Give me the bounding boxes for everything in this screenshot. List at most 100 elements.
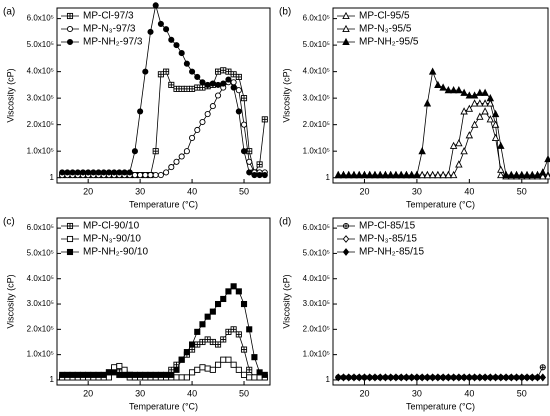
x-tick-label: 20 [83,388,93,398]
marker [121,169,128,176]
y-tick-label: 5.0x10⁵ [303,40,330,49]
marker [220,295,227,303]
marker [111,369,118,376]
marker-shape [137,371,144,378]
marker [66,12,74,20]
marker-shape [183,60,190,67]
marker-shape [261,171,268,179]
y-tick-label: 5.0x10⁵ [303,249,330,258]
legend-label: MP-Cl-95/5 [359,11,410,22]
marker-shape [240,300,248,308]
marker-shape [59,169,66,176]
marker [455,86,463,94]
y-tick-label: 6.0x10⁵ [303,14,330,23]
marker [214,68,222,75]
marker [95,371,102,378]
marker [168,366,175,373]
marker-shape [59,371,66,378]
marker-shape [428,170,437,179]
marker-shape [220,295,227,303]
marker-shape [121,371,128,378]
marker [342,222,350,230]
marker-shape [476,88,484,96]
marker [342,11,350,20]
marker [544,154,550,163]
marker [335,373,342,382]
marker [85,169,92,176]
marker [523,170,531,179]
marker [90,371,97,378]
marker-shape [476,112,484,120]
marker-shape [492,373,499,382]
plot-frame [56,7,271,184]
marker [194,126,201,134]
marker-shape [470,120,479,128]
marker [111,364,118,371]
marker [449,170,458,179]
marker-shape [392,373,400,382]
marker-shape [455,139,463,147]
marker [256,369,263,376]
x-tick-label: 20 [83,186,93,196]
marker-shape [376,170,384,179]
marker [142,171,149,179]
marker-shape [199,364,206,371]
marker-shape [418,170,426,179]
marker [105,169,113,176]
marker [513,373,520,382]
marker [66,235,74,243]
legend-label: MP-NH₂-85/15 [359,247,424,258]
marker-shape [251,171,258,179]
marker-shape [481,373,489,382]
marker-shape [361,373,368,382]
marker-shape [387,373,394,382]
marker-shape [439,170,447,179]
marker [74,169,81,176]
marker [173,85,180,92]
marker-shape [90,371,97,378]
marker [235,366,242,373]
marker [209,80,216,87]
x-tick-label: 50 [239,186,249,196]
marker [246,169,253,176]
marker [476,99,484,107]
marker [131,371,138,378]
legend-label: MP-N₃-95/5 [359,24,412,35]
marker [455,373,463,382]
marker [194,366,201,373]
marker [178,356,185,363]
marker-shape [386,170,395,179]
marker-shape [434,170,442,179]
marker [194,84,201,91]
y-tick-label: 4.0x10⁵ [303,274,330,283]
marker-shape [465,131,474,139]
marker-shape [350,170,358,179]
marker [209,366,216,373]
marker-shape [360,170,369,179]
marker [235,331,242,338]
y-tick-label: 1 [326,173,331,182]
marker-shape [423,99,432,107]
marker [439,170,447,179]
marker [178,374,185,381]
marker-shape [152,171,159,179]
marker [539,373,546,382]
marker [502,170,510,179]
marker-shape [335,373,342,382]
y-tick-label: 2.0x10⁵ [303,120,330,129]
marker [59,169,66,176]
marker [460,107,468,115]
marker-shape [382,373,389,382]
marker [246,366,253,373]
marker-shape [183,349,190,356]
marker-shape [444,170,453,179]
x-tick-label: 30 [412,186,422,196]
y-tick-label: 3.0x10⁵ [27,299,54,308]
legend-label: MP-NH₂-90/10 [83,247,148,258]
marker [487,373,494,382]
marker [240,371,248,378]
marker-shape [334,170,342,179]
marker [214,92,222,99]
marker [523,373,531,382]
marker [418,373,426,382]
